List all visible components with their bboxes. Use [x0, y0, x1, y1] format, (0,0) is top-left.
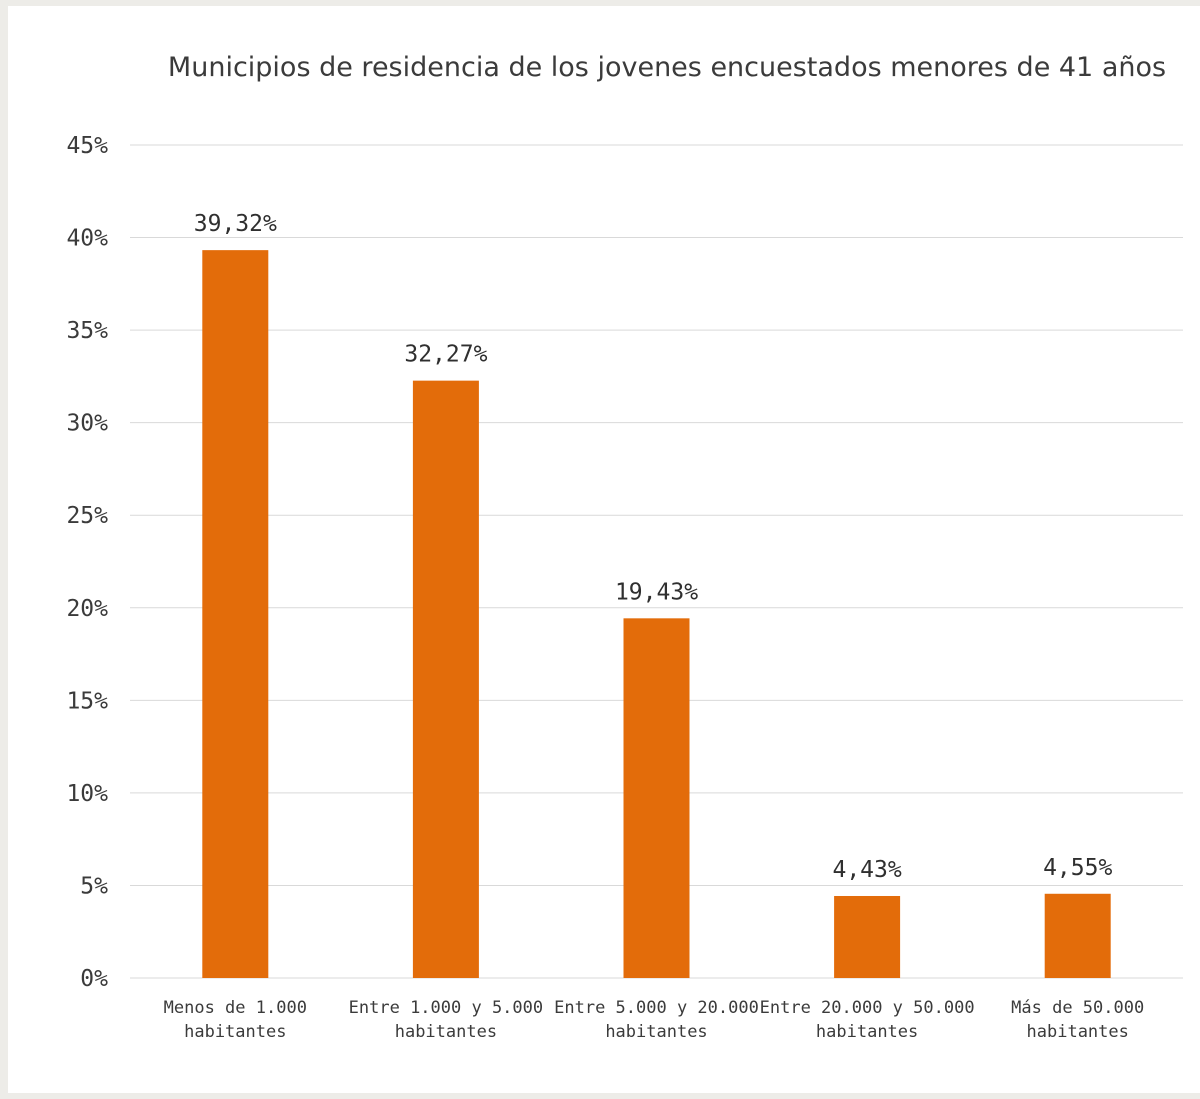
x-tick-label: Menos de 1.000 habitantes	[164, 998, 307, 1042]
x-tick-label: Más de 50.000 habitantes	[1011, 998, 1144, 1042]
y-tick-label: 10%	[66, 781, 108, 807]
x-tick-label: Entre 5.000 y 20.000 habitantes	[554, 998, 759, 1042]
bar	[412, 380, 479, 978]
gridlines	[130, 144, 1183, 979]
data-label: 4,43%	[832, 857, 901, 883]
chart-title: Municipios de residencia de los jovenes …	[168, 52, 1166, 83]
y-tick-label: 20%	[66, 596, 108, 622]
y-tick-label: 5%	[80, 873, 108, 899]
y-axis-ticks: 0% 5% 10% 15% 20% 25% 30% 35% 40% 45%	[66, 133, 108, 992]
data-label: 19,43%	[615, 579, 698, 605]
data-labels: 39,32% 32,27% 19,43% 4,43% 4,55%	[194, 211, 1113, 883]
y-tick-label: 45%	[66, 133, 108, 159]
bar	[1044, 893, 1111, 978]
x-tick-label: Entre 20.000 y 50.000 habitantes	[760, 998, 975, 1042]
data-label: 39,32%	[194, 211, 277, 237]
y-tick-label: 15%	[66, 688, 108, 714]
y-tick-label: 35%	[66, 318, 108, 344]
bar	[623, 618, 690, 978]
bars	[202, 250, 1111, 978]
y-tick-label: 40%	[66, 226, 108, 252]
data-label: 32,27%	[404, 342, 487, 368]
bar	[202, 250, 269, 978]
bar	[834, 895, 901, 978]
y-tick-label: 30%	[66, 411, 108, 437]
x-tick-label: Entre 1.000 y 5.000 habitantes	[349, 998, 543, 1042]
y-tick-label: 0%	[80, 966, 108, 992]
y-tick-label: 25%	[66, 503, 108, 529]
data-label: 4,55%	[1043, 855, 1112, 881]
bar-chart: Municipios de residencia de los jovenes …	[66, 52, 1183, 1042]
chart-panel: Municipios de residencia de los jovenes …	[8, 6, 1200, 1093]
x-axis-ticks: Menos de 1.000 habitantes Entre 1.000 y 5.…	[164, 998, 1145, 1042]
